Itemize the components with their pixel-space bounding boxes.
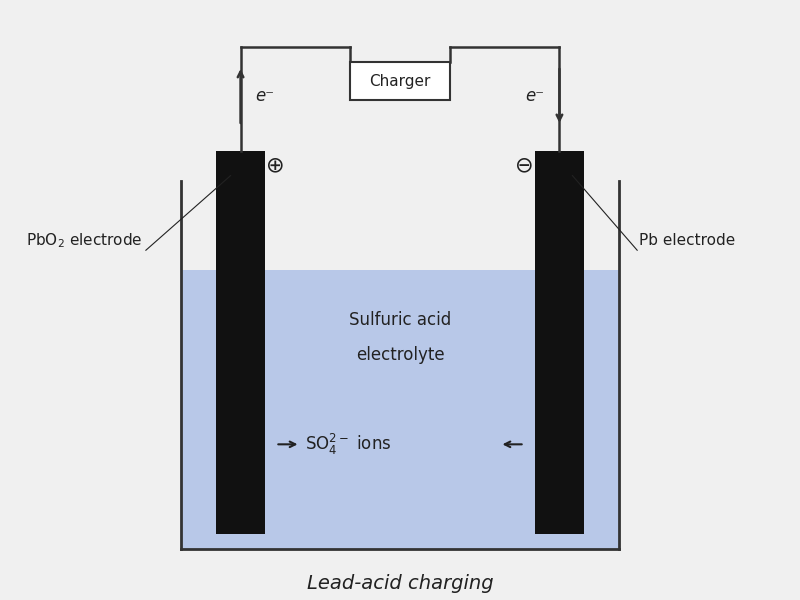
Text: electrolyte: electrolyte (356, 346, 444, 364)
Bar (216, 151, 266, 534)
Text: e⁻: e⁻ (526, 87, 545, 105)
Text: Lead-acid charging: Lead-acid charging (306, 574, 494, 593)
Text: PbO$_2$ electrode: PbO$_2$ electrode (26, 231, 142, 250)
FancyBboxPatch shape (350, 62, 450, 100)
Text: SO$_4^{2-}$ ions: SO$_4^{2-}$ ions (306, 432, 392, 457)
Text: Pb electrode: Pb electrode (639, 233, 735, 248)
Text: ⊕: ⊕ (266, 155, 285, 176)
Text: e⁻: e⁻ (255, 87, 274, 105)
Text: ⊖: ⊖ (515, 155, 534, 176)
Text: Charger: Charger (370, 74, 430, 89)
Text: Sulfuric acid: Sulfuric acid (349, 311, 451, 329)
Bar (534, 151, 584, 534)
Bar (181, 270, 619, 549)
